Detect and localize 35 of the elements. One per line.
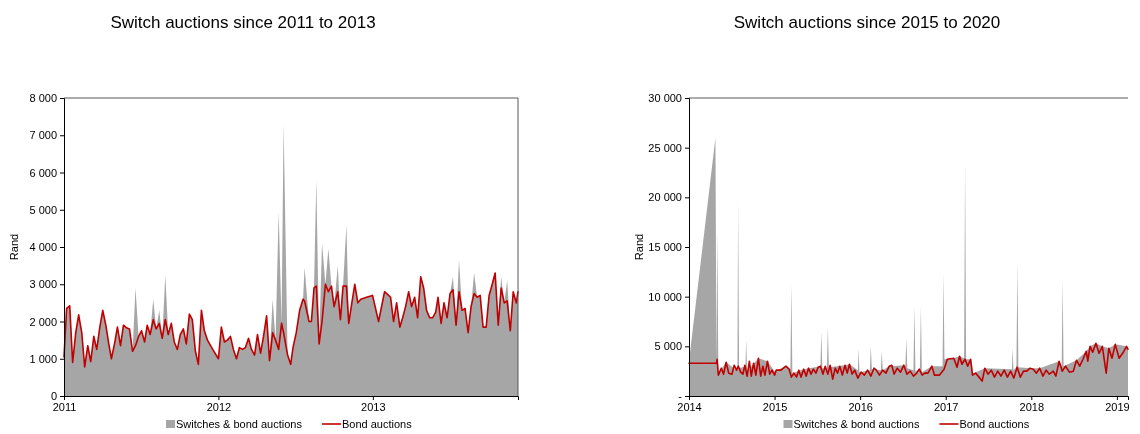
y-axis-title: Rand xyxy=(633,233,645,261)
y-tick-label: 10 000 xyxy=(648,290,682,303)
y-tick-label: 0 xyxy=(50,390,57,403)
chart-title: Switch auctions since 2011 to 2013 xyxy=(110,13,376,32)
y-tick-label: 7 000 xyxy=(29,129,57,142)
y-tick-label: 4 000 xyxy=(29,241,57,254)
x-tick-label: 2013 xyxy=(361,400,386,413)
line-series xyxy=(63,272,519,368)
x-tick-label: 2015 xyxy=(762,400,788,413)
x-tick-label: 2019 xyxy=(1105,400,1130,413)
y-tick-label: 3 000 xyxy=(29,278,57,291)
x-tick-label: 2011 xyxy=(52,400,77,413)
y-tick-label: 2 000 xyxy=(29,315,57,328)
legend-label: Switches & bond auctions xyxy=(793,418,920,430)
y-tick-label: 6 000 xyxy=(29,166,57,179)
x-tick-label: 2018 xyxy=(1019,400,1045,413)
x-tick-label: 2012 xyxy=(206,400,232,413)
y-tick-label: 5 000 xyxy=(29,203,57,216)
y-tick-label: - xyxy=(678,390,683,403)
x-tick-label: 2017 xyxy=(933,400,959,413)
y-tick-label: 25 000 xyxy=(648,141,682,154)
y-tick-label: 15 000 xyxy=(648,241,682,254)
line-series xyxy=(688,342,1129,382)
x-tick-label: 2014 xyxy=(677,400,702,413)
legend-label: Bond auctions xyxy=(959,418,1030,430)
chart-title: Switch auctions since 2015 to 2020 xyxy=(733,13,1001,32)
y-tick-label: 30 000 xyxy=(648,92,682,105)
y-tick-label: 20 000 xyxy=(648,191,682,204)
legend-label: Switches & bond auctions xyxy=(176,418,303,430)
y-tick-label: 1 000 xyxy=(29,352,57,365)
y-tick-label: 8 000 xyxy=(29,92,57,105)
x-tick-label: 2016 xyxy=(848,400,873,413)
legend-label: Bond auctions xyxy=(341,418,413,430)
y-tick-label: 5 000 xyxy=(654,340,682,353)
y-axis-title: Rand xyxy=(8,233,20,261)
